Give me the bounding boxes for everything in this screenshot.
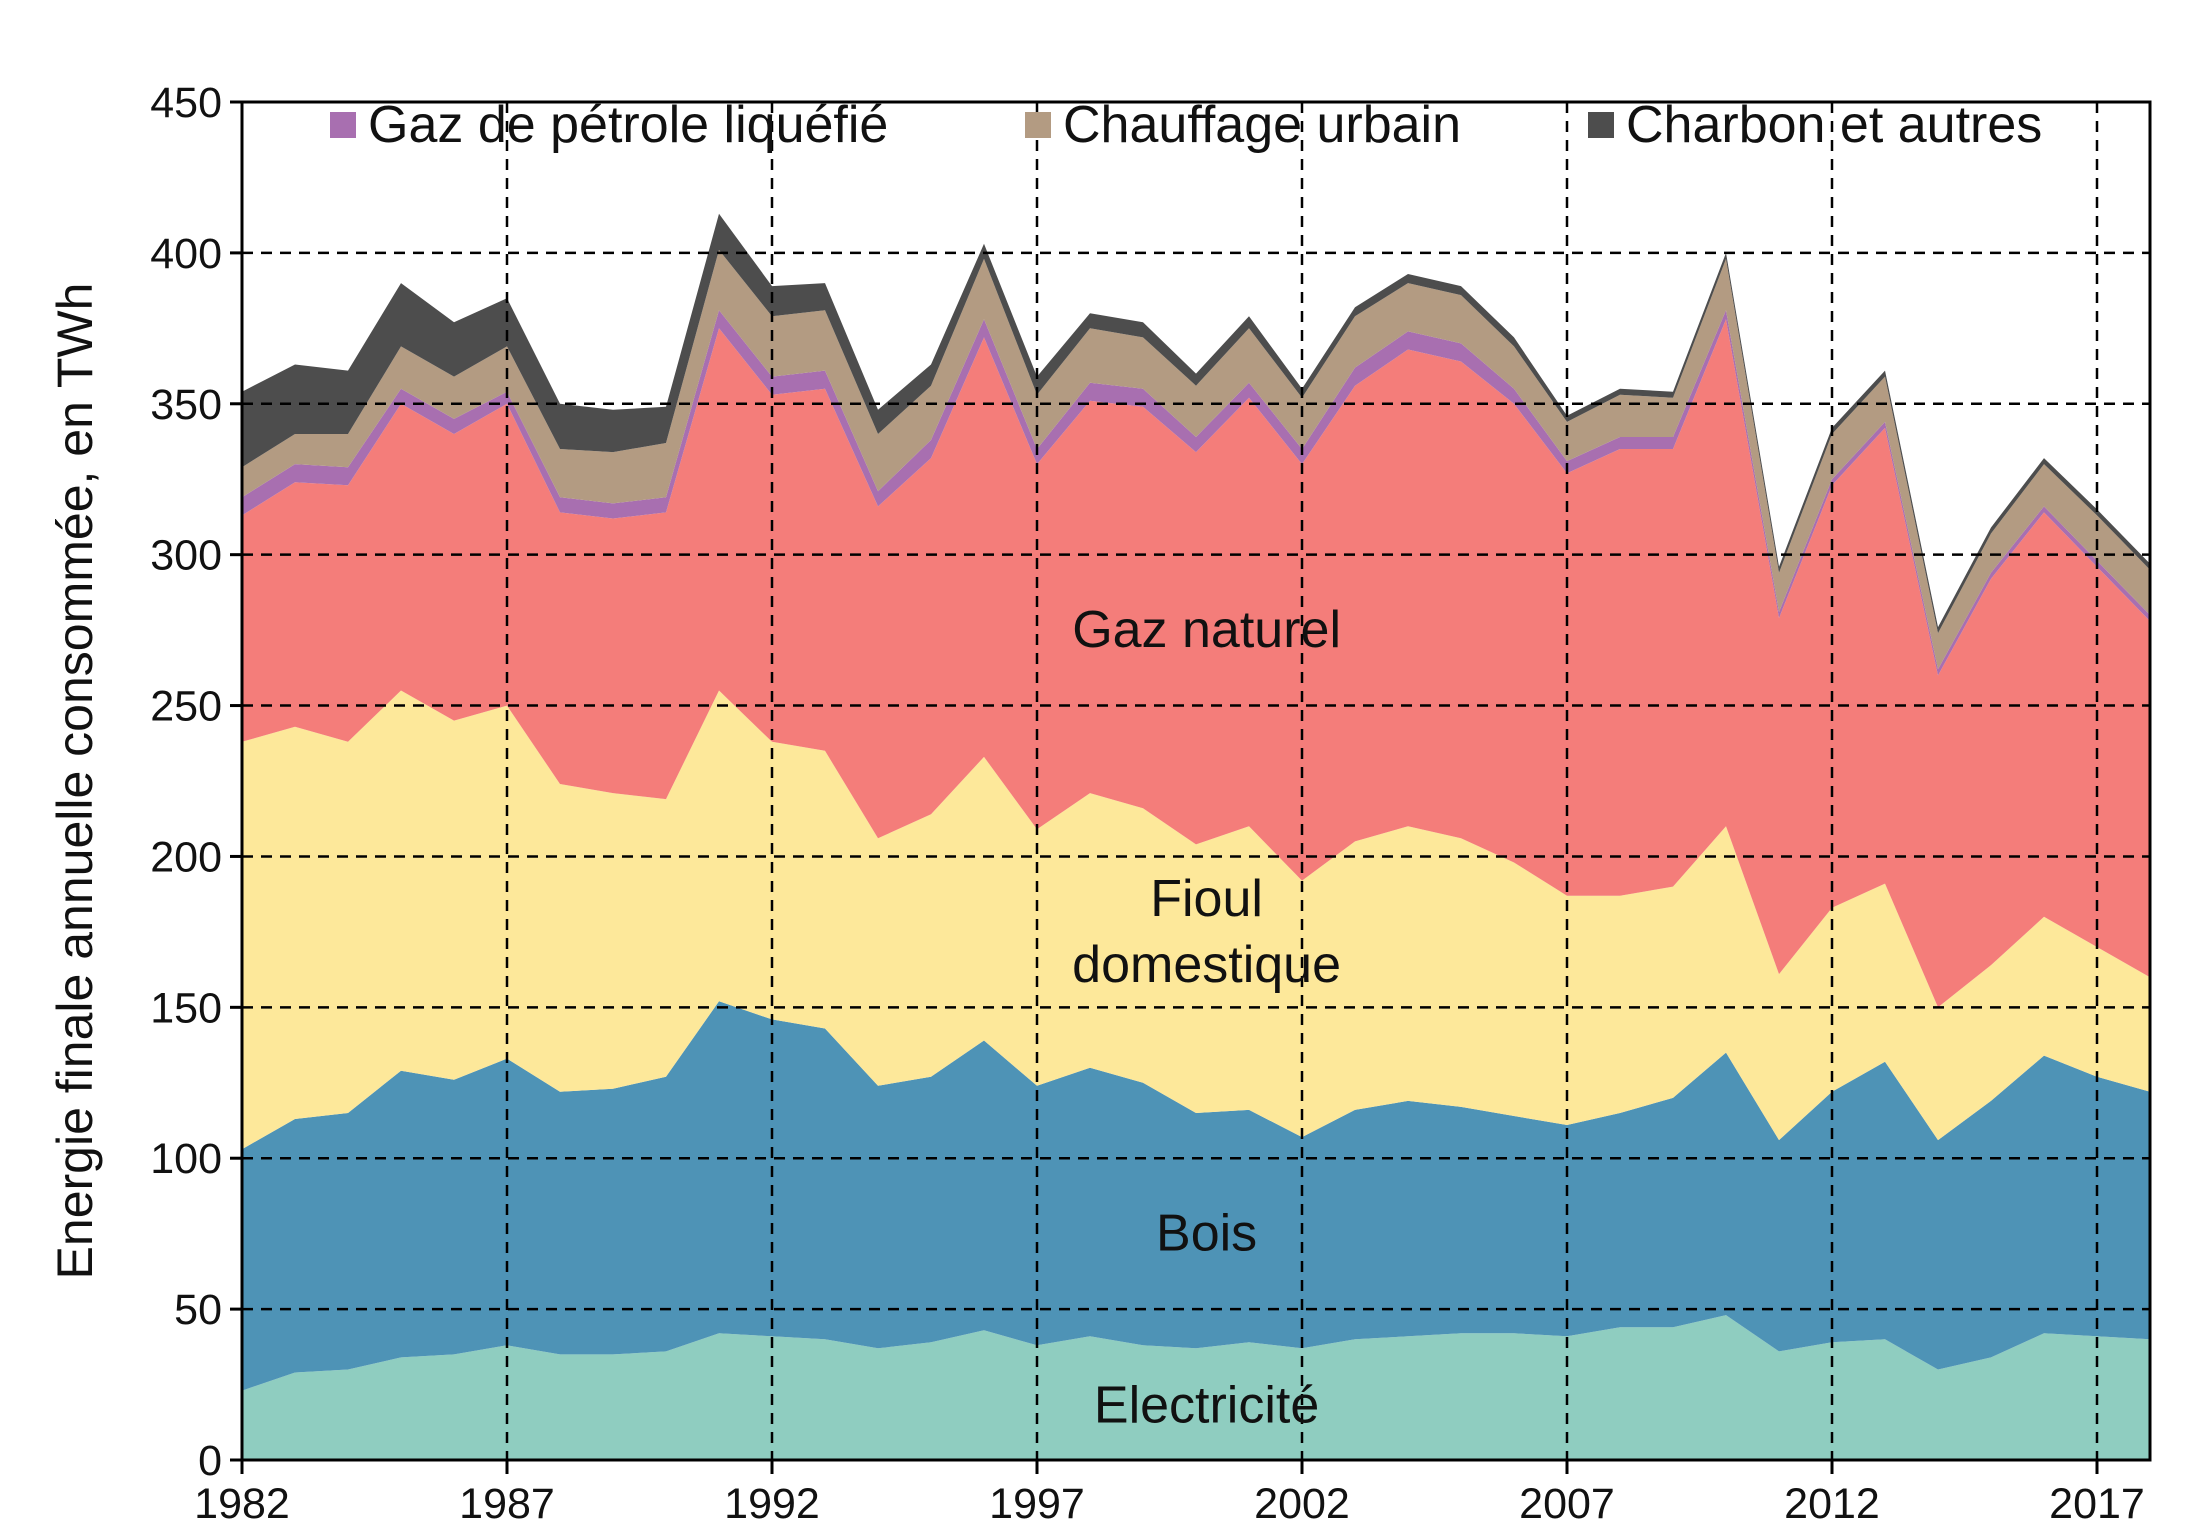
ticks-layer: 0 50 100 150 200 250 300 350 400 450 1982 1987 1992 1…: [150, 79, 2145, 1528]
area-electricite: [242, 1315, 2150, 1460]
legend-label: Chauffage urbain: [1063, 96, 1461, 154]
x-tick-label: 2017: [2049, 1480, 2145, 1528]
y-tick-label: 0: [198, 1437, 222, 1485]
x-tick-label: 2007: [1519, 1480, 1615, 1528]
legend-item-gaz-de-petrole-liquefie: Gaz de pétrole liquéfié: [330, 96, 888, 154]
x-tick-label: 2012: [1784, 1480, 1880, 1528]
legend-swatch: [330, 112, 356, 138]
area-label-electricite: Electricité: [1094, 1377, 1319, 1435]
plot-frame: [240, 100, 2152, 1462]
area-fioul-domestique: [242, 690, 2150, 1150]
y-tick-label: 200: [150, 833, 222, 881]
legend-label: Gaz de pétrole liquéfié: [368, 96, 888, 154]
x-tick-label: 1987: [459, 1480, 555, 1528]
area-label-fioul-domestique: Fioul domestique: [1072, 870, 1341, 994]
legend: Gaz de pétrole liquéfié Chauffage urbain C…: [330, 96, 2042, 154]
y-axis-label: Energie finale annuelle consommée, en TW…: [47, 283, 103, 1280]
y-tick-label: 250: [150, 683, 222, 731]
area-charbon-et-autres: [242, 213, 2150, 634]
legend-swatch: [1025, 112, 1051, 138]
x-tick-label: 1997: [989, 1480, 1085, 1528]
y-tick-label: 100: [150, 1135, 222, 1183]
area-gaz-naturel: [242, 319, 2150, 1008]
areas-layer: [242, 213, 2150, 1460]
area-chauffage-urbain: [242, 249, 2150, 670]
area-label-bois: Bois: [1156, 1205, 1257, 1263]
y-tick-label: 300: [150, 532, 222, 580]
grid-layer: [242, 102, 2150, 1460]
legend-swatch: [1588, 112, 1614, 138]
legend-item-chauffage-urbain: Chauffage urbain: [1025, 96, 1461, 154]
y-tick-label: 150: [150, 984, 222, 1032]
area-bois: [242, 1001, 2150, 1391]
area-labels-layer: Electricité Bois Fioul domestique Gaz nature…: [1072, 601, 1341, 1435]
x-tick-label: 2002: [1254, 1480, 1350, 1528]
legend-item-charbon-et-autres: Charbon et autres: [1588, 96, 2042, 154]
y-tick-label: 50: [174, 1286, 222, 1334]
y-tick-label: 350: [150, 381, 222, 429]
y-tick-label: 400: [150, 230, 222, 278]
x-tick-label: 1982: [194, 1480, 290, 1528]
legend-label: Charbon et autres: [1626, 96, 2042, 154]
y-tick-label: 450: [150, 79, 222, 127]
x-tick-label: 1992: [724, 1480, 820, 1528]
area-label-gaz-naturel: Gaz naturel: [1072, 601, 1341, 659]
